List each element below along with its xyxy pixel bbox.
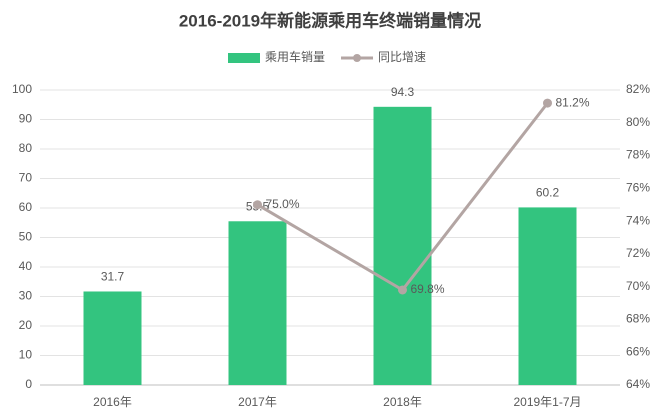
y2-tick-label: 72% bbox=[626, 246, 650, 260]
y2-tick-label: 64% bbox=[626, 377, 650, 391]
legend-label: 乘用车销量 bbox=[265, 49, 325, 64]
y-tick-label: 30 bbox=[19, 289, 33, 303]
y-tick-label: 20 bbox=[19, 318, 33, 332]
line-marker bbox=[253, 200, 262, 210]
y-tick-label: 40 bbox=[19, 259, 33, 273]
data-label: 60.2 bbox=[536, 186, 560, 200]
x-tick-label: 2018年 bbox=[383, 395, 422, 409]
y-tick-label: 50 bbox=[19, 230, 33, 244]
y2-tick-label: 80% bbox=[626, 115, 650, 129]
bar bbox=[228, 221, 287, 385]
bar bbox=[518, 207, 577, 385]
y-tick-label: 60 bbox=[19, 200, 33, 214]
data-label: 94.3 bbox=[391, 85, 415, 99]
legend-label: 同比增速 bbox=[378, 50, 426, 64]
line-marker bbox=[543, 98, 552, 108]
y-tick-label: 100 bbox=[12, 82, 32, 96]
y-tick-label: 0 bbox=[25, 377, 32, 391]
chart-title: 2016-2019年新能源乘用车终端销量情况 bbox=[179, 10, 481, 30]
y-tick-label: 10 bbox=[19, 348, 33, 362]
data-label: 75.0% bbox=[266, 197, 300, 211]
y2-tick-label: 76% bbox=[626, 181, 650, 195]
x-tick-label: 2017年 bbox=[238, 395, 277, 409]
y2-tick-label: 78% bbox=[626, 148, 650, 162]
x-tick-label: 2019年1-7月 bbox=[513, 395, 581, 409]
y2-tick-label: 70% bbox=[626, 279, 650, 293]
y2-tick-label: 74% bbox=[626, 213, 650, 227]
line-marker bbox=[398, 285, 407, 295]
bar bbox=[83, 291, 142, 385]
data-label: 81.2% bbox=[556, 95, 590, 109]
y2-tick-label: 68% bbox=[626, 312, 650, 326]
legend-swatch bbox=[353, 54, 362, 62]
bar bbox=[373, 106, 432, 385]
data-label: 31.7 bbox=[101, 270, 125, 284]
legend-swatch bbox=[228, 53, 260, 63]
y2-tick-label: 82% bbox=[626, 82, 650, 96]
y-tick-label: 70 bbox=[19, 171, 33, 185]
y2-tick-label: 66% bbox=[626, 344, 650, 358]
data-label: 69.8% bbox=[411, 282, 445, 296]
x-tick-label: 2016年 bbox=[93, 395, 132, 409]
y-tick-label: 80 bbox=[19, 141, 33, 155]
y-tick-label: 90 bbox=[19, 112, 33, 126]
